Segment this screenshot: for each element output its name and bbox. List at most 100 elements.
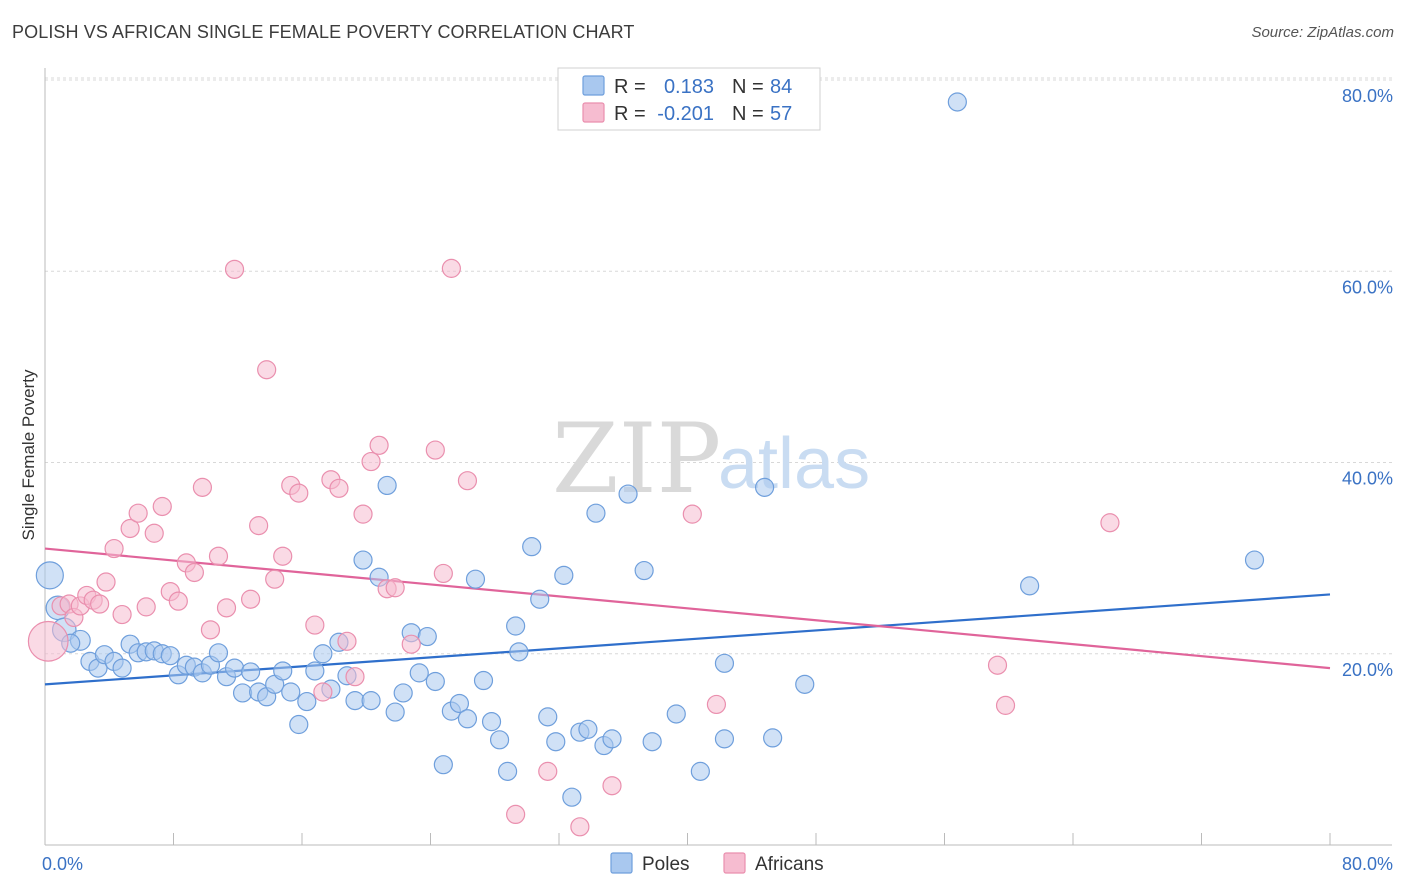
- africans-point: [289, 483, 309, 503]
- poles-point: [377, 475, 397, 496]
- chart-source: Source: ZipAtlas.com: [1251, 24, 1394, 41]
- poles-point: [546, 732, 566, 752]
- poles-point: [1020, 576, 1040, 596]
- africans-point: [345, 667, 365, 687]
- axes: [44, 68, 1392, 846]
- poles-point: [417, 626, 437, 647]
- africans-point: [104, 538, 124, 559]
- poles-point: [112, 658, 132, 678]
- poles-point: [498, 761, 518, 781]
- africans-point: [329, 478, 349, 498]
- poles-point: [281, 682, 301, 702]
- poles-point: [795, 674, 815, 694]
- africans-point: [385, 578, 405, 598]
- poles-point: [562, 787, 582, 807]
- poles-point: [224, 658, 245, 678]
- africans-point: [200, 620, 221, 640]
- africans-point: [987, 655, 1008, 675]
- legend: R = 0.183 N = 84 R = -0.201 N = 57: [557, 67, 821, 131]
- poles-point: [35, 561, 64, 590]
- africans-point: [401, 634, 421, 654]
- africans-point: [224, 259, 245, 279]
- poles-point: [273, 661, 293, 681]
- poles-point: [409, 663, 429, 683]
- poles-point: [666, 704, 686, 724]
- poles-point: [763, 728, 783, 748]
- legend-r-label-africans: R =: [614, 103, 646, 125]
- tick-labels: 20.0% 40.0% 60.0% 80.0% 0.0% 80.0%: [42, 86, 1393, 874]
- y-tick-label: 60.0%: [1342, 277, 1393, 297]
- bottom-legend-swatch-poles: [610, 852, 633, 874]
- poles-point: [642, 732, 662, 752]
- africans-point: [241, 589, 261, 609]
- africans-point: [441, 258, 461, 278]
- africans-point: [682, 504, 702, 524]
- poles-point: [714, 729, 735, 749]
- africans-point: [168, 591, 188, 611]
- poles-point: [634, 560, 654, 581]
- africans-point: [602, 776, 622, 796]
- africans-point: [90, 594, 110, 614]
- africans-point: [128, 503, 148, 523]
- africans-point: [506, 804, 526, 825]
- africans-point: [144, 523, 164, 543]
- poles-point: [530, 589, 550, 609]
- poles-point: [947, 92, 967, 112]
- y-axis-label: Single Female Poverty: [19, 369, 38, 541]
- y-tick-label: 20.0%: [1342, 660, 1393, 680]
- poles-point: [506, 616, 526, 636]
- bottom-legend: Poles Africans: [610, 852, 824, 875]
- africans-point: [353, 504, 373, 524]
- poles-point: [522, 537, 542, 557]
- legend-r-value-poles: 0.183: [664, 76, 714, 98]
- africans-point: [120, 518, 140, 539]
- poles-point: [345, 691, 365, 711]
- africans-point: [1100, 513, 1120, 533]
- poles-point: [160, 646, 180, 666]
- africans-point: [192, 477, 213, 497]
- africans-point: [96, 572, 116, 592]
- data-points: [27, 92, 1265, 837]
- africans-point: [706, 694, 727, 715]
- bottom-legend-label-africans: Africans: [755, 854, 824, 875]
- africans-point: [136, 597, 156, 617]
- poles-point: [554, 565, 574, 585]
- poles-point: [586, 503, 606, 523]
- africans-point: [433, 563, 453, 584]
- africans-point: [184, 562, 204, 583]
- poles-point: [232, 683, 253, 703]
- africans-point: [152, 496, 172, 517]
- legend-n-value-poles: 84: [770, 76, 792, 98]
- poles-point: [353, 550, 373, 570]
- poles-point: [313, 644, 333, 664]
- africans-point: [457, 471, 478, 491]
- legend-r-label-poles: R =: [614, 76, 646, 98]
- poles-point: [449, 693, 470, 714]
- poles-point: [754, 477, 775, 497]
- poles-point: [538, 707, 558, 727]
- poles-point: [602, 729, 622, 749]
- africans-point: [265, 569, 285, 589]
- legend-swatch-africans: [582, 102, 605, 123]
- poles-point: [361, 691, 381, 711]
- africans-point: [305, 615, 325, 635]
- africans-point: [257, 360, 277, 380]
- africans-point: [369, 435, 389, 455]
- poles-point: [385, 702, 405, 722]
- poles-point: [578, 719, 598, 739]
- africans-point: [27, 620, 69, 662]
- poles-point: [433, 755, 453, 775]
- legend-r-value-africans: -0.201: [657, 103, 714, 125]
- y-tick-label: 80.0%: [1342, 86, 1393, 106]
- bottom-legend-label-poles: Poles: [642, 854, 690, 875]
- poles-point: [509, 642, 529, 662]
- poles-point: [289, 714, 309, 735]
- poles-point: [425, 671, 445, 692]
- legend-n-label-poles: N =: [732, 76, 764, 98]
- africans-point: [313, 682, 333, 702]
- watermark: ZIP atlas: [552, 403, 870, 515]
- poles-point: [714, 653, 735, 673]
- africans-point: [425, 440, 445, 460]
- y-tick-label: 40.0%: [1342, 469, 1393, 489]
